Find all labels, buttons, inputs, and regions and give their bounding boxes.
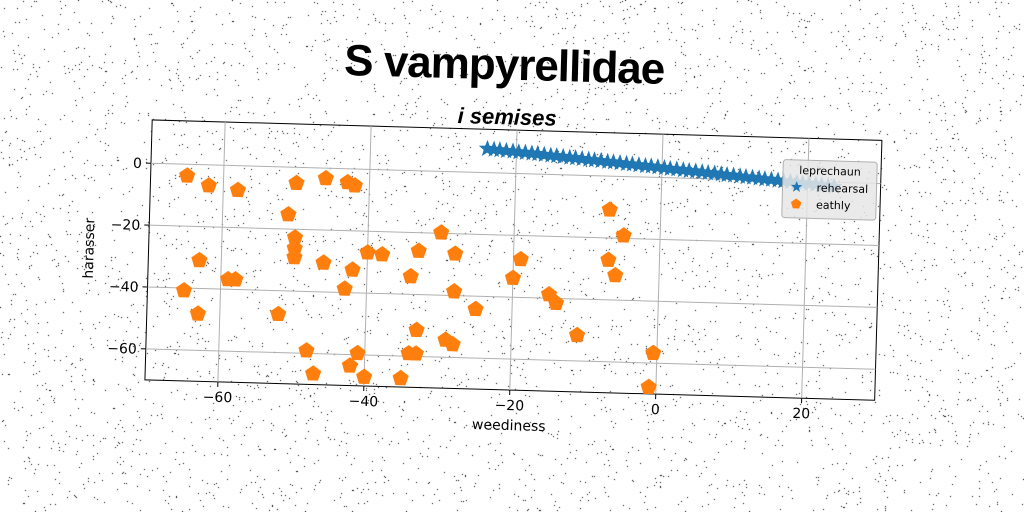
x-tick-label: −60 [202, 389, 232, 406]
eathly-point [408, 321, 425, 338]
legend-title: leprechaun [799, 164, 861, 179]
y-tick-label: −40 [109, 279, 139, 296]
eathly-point [615, 227, 632, 243]
eathly-point [467, 300, 484, 317]
grid [145, 121, 881, 399]
x-tick-label: 0 [651, 402, 660, 418]
eathly-point [286, 239, 303, 256]
x-tick-label: 20 [792, 406, 810, 422]
x-tick-label: −40 [348, 394, 378, 411]
eathly-point [607, 266, 624, 283]
y-grid-line [147, 286, 878, 308]
eathly-point [227, 271, 244, 287]
eathly-point [402, 267, 419, 284]
rehearsal-point [510, 143, 528, 160]
eathly-point [446, 283, 463, 299]
eathly-point [600, 251, 617, 267]
eathly-point [374, 246, 391, 262]
legend-box [781, 159, 878, 221]
y-axis-label: harasser [81, 217, 99, 278]
eathly-point [512, 250, 529, 267]
legend-marker-eathly [790, 198, 802, 209]
eathly-point [286, 248, 303, 265]
eathly-point [356, 368, 373, 385]
eathly-point [298, 342, 315, 358]
eathly-point [433, 224, 450, 240]
eathly-point [305, 365, 322, 381]
rehearsal-point [497, 141, 515, 159]
eathly-point [359, 244, 376, 260]
eathly-point [410, 242, 427, 258]
y-tick-label: −60 [107, 341, 137, 358]
eathly-point [200, 177, 217, 193]
eathly-point [444, 335, 461, 352]
x-tick-label: −20 [494, 398, 524, 415]
eathly-point [288, 174, 305, 191]
eathly-point [392, 369, 409, 386]
axes: −60 −40 −20 0 20 0 −20 −40 −60 [107, 156, 810, 423]
rehearsal-point [661, 159, 679, 177]
eathly-point [189, 305, 207, 321]
eathly-point [315, 254, 332, 270]
eathly-point [344, 261, 361, 277]
eathly-point [179, 167, 196, 183]
legend: leprechaun rehearsal eathly [781, 159, 878, 221]
eathly-point [341, 357, 358, 373]
rehearsal-point [699, 163, 717, 181]
eathly-point [286, 229, 304, 245]
legend-marker-rehearsal [790, 180, 803, 192]
eathly-point [504, 269, 522, 286]
rehearsal-point [756, 170, 774, 187]
y-tick-label: −20 [110, 217, 140, 234]
eathly-point [645, 344, 662, 361]
eathly-point [191, 251, 208, 268]
rehearsal-point [680, 161, 698, 179]
legend-label: eathly [816, 199, 851, 213]
eathly-point [336, 280, 353, 296]
y-grid-line [149, 224, 879, 247]
eathly-point [569, 326, 586, 343]
eathly-point [548, 294, 565, 311]
x-axis-label: weediness [472, 417, 546, 435]
y-grid-line [145, 348, 876, 370]
eathly-point [640, 378, 657, 395]
eathly-point [270, 305, 287, 322]
eathly-point [280, 205, 297, 222]
y-tick-label: 0 [133, 156, 142, 172]
rehearsal-point [737, 168, 755, 185]
legend-label: rehearsal [816, 182, 868, 196]
eathly-point [229, 181, 247, 198]
eathly-point [601, 201, 618, 217]
eathly-point [349, 344, 366, 361]
eathly-point [175, 282, 193, 298]
eathly-point [317, 169, 334, 186]
rehearsal-point [718, 166, 736, 183]
eathly-point [346, 177, 364, 193]
data-marks [175, 139, 843, 395]
eathly-point [447, 245, 464, 261]
x-grid-line [217, 121, 226, 382]
eathly-point [407, 345, 425, 361]
